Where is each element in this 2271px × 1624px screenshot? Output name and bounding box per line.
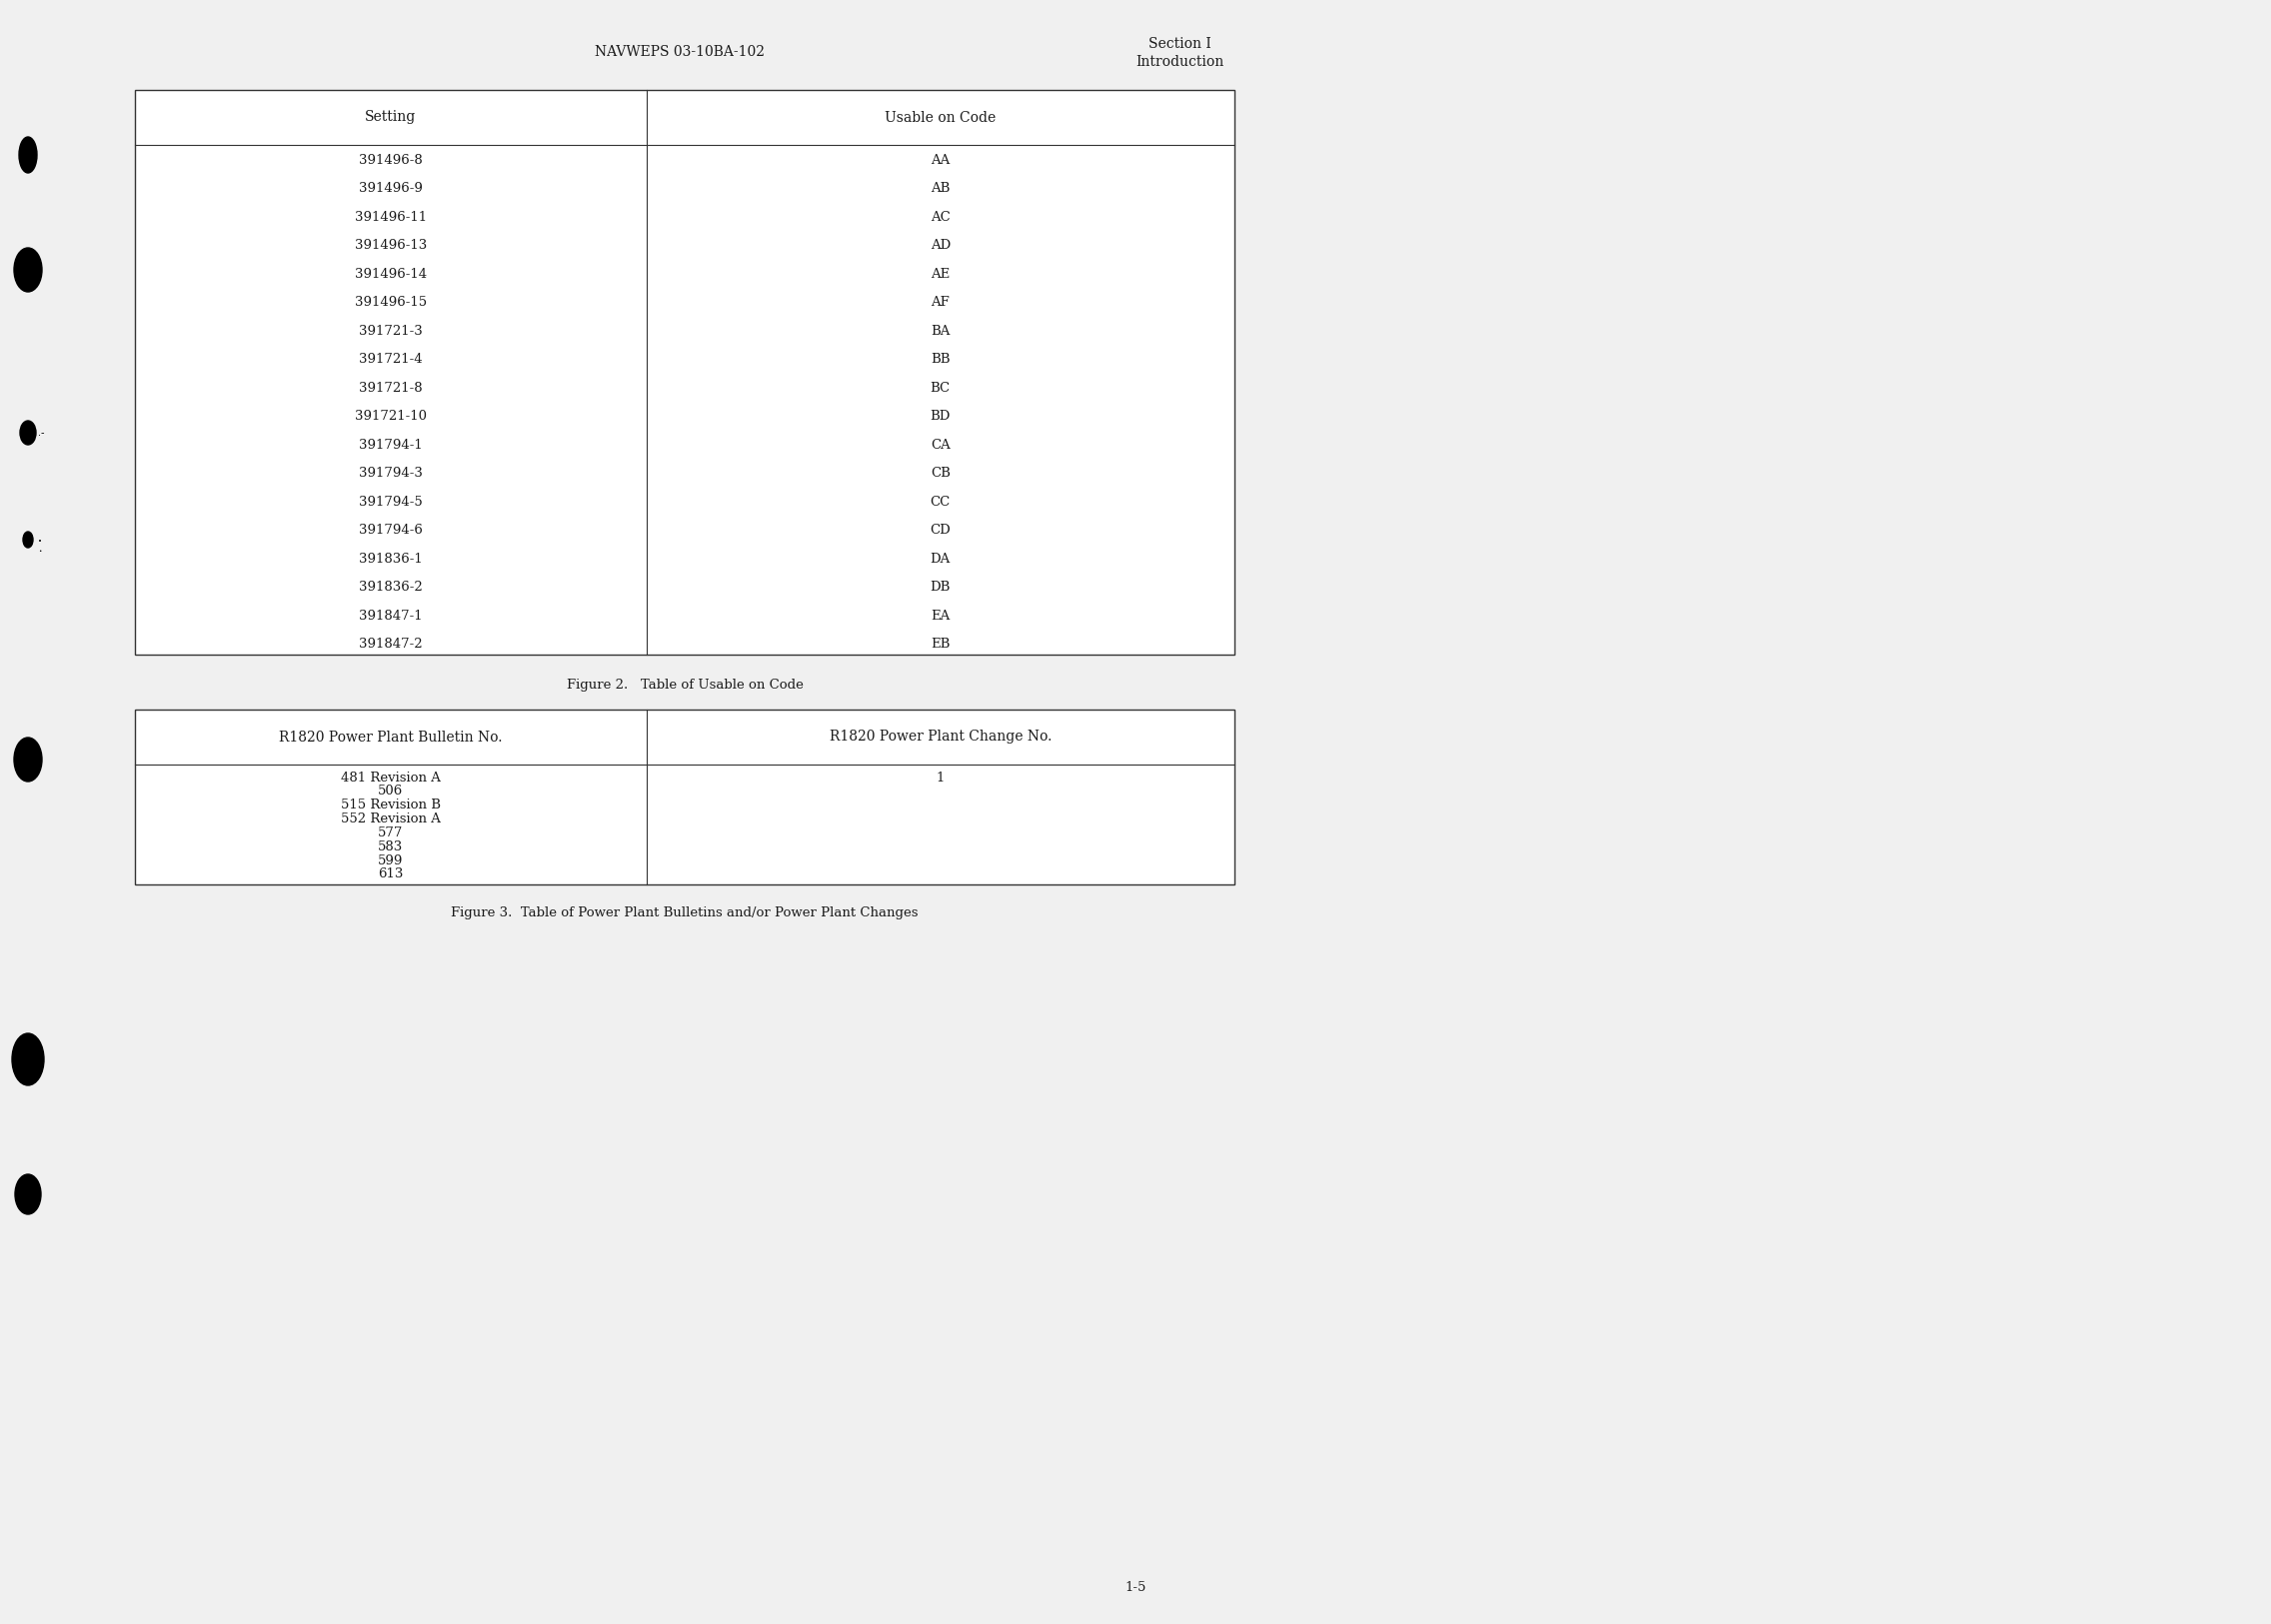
Ellipse shape [14,248,41,292]
Text: DB: DB [931,581,952,594]
Text: 391794-1: 391794-1 [359,438,422,451]
Text: 391496-9: 391496-9 [359,182,422,195]
Text: 599: 599 [377,854,404,867]
Text: EB: EB [931,638,949,651]
Text: CB: CB [931,468,949,481]
Text: AB: AB [931,182,949,195]
Text: Figure 2.   Table of Usable on Code: Figure 2. Table of Usable on Code [565,679,804,692]
Text: 391721-8: 391721-8 [359,382,422,395]
Ellipse shape [23,531,34,547]
Text: •: • [39,549,41,554]
Text: 391496-13: 391496-13 [354,239,427,252]
Text: Introduction: Introduction [1136,55,1224,68]
Text: 391721-3: 391721-3 [359,325,422,338]
Text: 391794-5: 391794-5 [359,495,422,508]
Ellipse shape [16,1174,41,1215]
Text: AD: AD [931,239,952,252]
Ellipse shape [11,1033,43,1085]
Text: 552 Revision A: 552 Revision A [341,812,441,825]
Text: CC: CC [931,495,952,508]
Ellipse shape [18,136,36,172]
Text: 391496-15: 391496-15 [354,296,427,309]
Text: 391836-2: 391836-2 [359,581,422,594]
Text: R1820 Power Plant Change No.: R1820 Power Plant Change No. [829,731,1051,744]
Text: Usable on Code: Usable on Code [886,110,997,125]
Text: 506: 506 [377,784,404,797]
Ellipse shape [20,421,36,445]
Text: AF: AF [931,296,949,309]
Text: 391496-14: 391496-14 [354,268,427,281]
Text: 391794-6: 391794-6 [359,525,422,538]
Ellipse shape [14,737,41,781]
Text: 391496-8: 391496-8 [359,153,422,166]
Bar [134,89,1235,654]
Text: 1-5: 1-5 [1124,1580,1147,1593]
Text: 481 Revision A: 481 Revision A [341,771,441,784]
Text: BC: BC [931,382,949,395]
Text: NAVWEPS 03-10BA-102: NAVWEPS 03-10BA-102 [595,45,765,58]
Text: CD: CD [929,525,952,538]
Text: R1820 Power Plant Bulletin No.: R1820 Power Plant Bulletin No. [279,731,502,744]
Text: 391721-10: 391721-10 [354,409,427,422]
Text: CA: CA [931,438,949,451]
Text: BB: BB [931,352,949,365]
Text: 391794-3: 391794-3 [359,468,422,481]
Text: 391847-1: 391847-1 [359,609,422,622]
Text: 391496-11: 391496-11 [354,211,427,224]
Text: 515 Revision B: 515 Revision B [341,799,441,812]
Text: BA: BA [931,325,949,338]
Text: 613: 613 [377,867,404,880]
Text: AC: AC [931,211,949,224]
Text: AA: AA [931,153,949,166]
Text: 391836-1: 391836-1 [359,552,422,565]
Bar [134,710,1235,885]
Text: Figure 3.  Table of Power Plant Bulletins and/or Power Plant Changes: Figure 3. Table of Power Plant Bulletins… [452,906,917,919]
Text: 583: 583 [377,840,404,853]
Text: •: • [39,539,41,544]
Text: 1: 1 [936,771,945,784]
Text: AE: AE [931,268,949,281]
Text: 577: 577 [377,827,404,840]
Text: BD: BD [931,409,952,422]
Text: DA: DA [931,552,952,565]
Text: Setting: Setting [366,110,416,125]
Text: Section I: Section I [1149,37,1210,50]
Text: .-: .- [39,427,45,438]
Text: EA: EA [931,609,949,622]
Text: 391721-4: 391721-4 [359,352,422,365]
Text: 391847-2: 391847-2 [359,638,422,651]
